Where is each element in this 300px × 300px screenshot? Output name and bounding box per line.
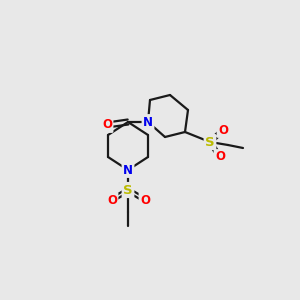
Text: S: S [205, 136, 215, 148]
Text: O: O [215, 151, 225, 164]
Text: O: O [140, 194, 150, 206]
Text: S: S [123, 184, 133, 196]
Text: N: N [143, 116, 153, 128]
Text: O: O [218, 124, 228, 136]
Text: O: O [102, 118, 112, 131]
Text: O: O [107, 194, 117, 206]
Text: N: N [123, 164, 133, 176]
